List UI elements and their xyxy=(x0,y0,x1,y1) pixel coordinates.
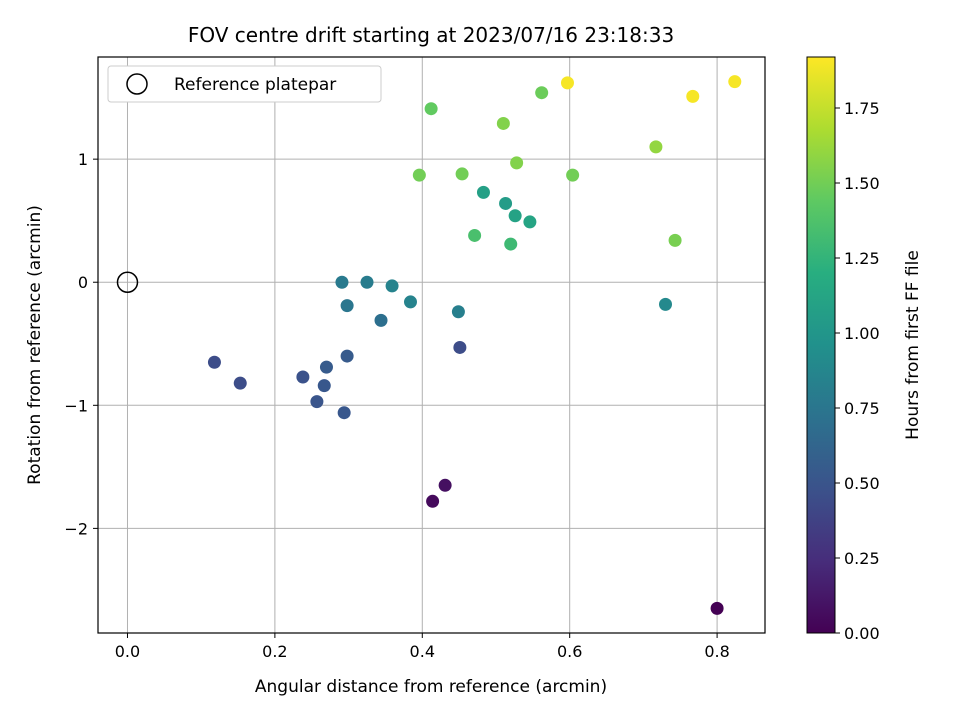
data-point xyxy=(403,295,417,309)
data-point xyxy=(496,116,510,130)
data-point xyxy=(476,185,490,199)
colorbar-tick-label: 0.25 xyxy=(844,549,880,568)
colorbar-tick-label: 1.50 xyxy=(844,174,880,193)
x-tick-label: 0.2 xyxy=(262,642,287,661)
data-point xyxy=(424,102,438,116)
y-tick-label: 0 xyxy=(78,273,88,292)
colorbar-ticks: 0.00 0.25 0.50 0.75 1.00 1.25 1.50 1.75 xyxy=(835,99,880,643)
data-point xyxy=(659,297,673,311)
legend-label-reference: Reference platepar xyxy=(174,75,336,95)
data-point xyxy=(310,395,324,409)
chart-title: FOV centre drift starting at 2023/07/16 … xyxy=(188,23,674,47)
x-tick-label: 0.0 xyxy=(115,642,140,661)
reference-marker xyxy=(116,271,139,293)
data-point xyxy=(340,299,354,313)
colorbar-tick-label: 0.50 xyxy=(844,474,880,493)
scatter-points xyxy=(116,75,742,615)
colorbar-label: Hours from first FF file xyxy=(903,250,923,440)
data-point xyxy=(499,196,513,210)
data-point xyxy=(317,379,331,393)
y-axis-label: Rotation from reference (arcmin) xyxy=(25,205,45,485)
colorbar-tick-label: 1.75 xyxy=(844,99,880,118)
data-point xyxy=(668,233,682,247)
colorbar: 0.00 0.25 0.50 0.75 1.00 1.25 1.50 1.75 Hours f… xyxy=(806,56,923,643)
data-point xyxy=(560,76,574,90)
data-point xyxy=(523,215,537,229)
data-point xyxy=(566,168,580,182)
data-point xyxy=(451,305,465,319)
data-point xyxy=(385,279,399,293)
y-tick-label: −1 xyxy=(64,396,88,415)
data-point xyxy=(453,340,467,354)
data-point xyxy=(455,167,469,181)
data-point xyxy=(374,313,388,327)
legend-box xyxy=(107,65,382,103)
data-point xyxy=(412,168,426,182)
colorbar-tick-label: 1.25 xyxy=(844,249,880,268)
legend: Reference platepar xyxy=(107,65,382,103)
data-point xyxy=(335,275,349,289)
x-axis: 0.0 0.2 0.4 0.6 0.8 xyxy=(115,633,730,661)
grid xyxy=(98,57,765,633)
plot-frame xyxy=(97,56,766,634)
y-axis: −2 −1 0 1 xyxy=(64,150,98,538)
y-tick-label: 1 xyxy=(78,150,88,169)
legend-marker-reference xyxy=(126,73,148,95)
data-point xyxy=(710,601,724,615)
x-tick-label: 0.6 xyxy=(557,642,582,661)
data-point xyxy=(360,275,374,289)
data-point xyxy=(438,478,452,492)
data-point xyxy=(535,86,549,100)
colorbar-tick-label: 1.00 xyxy=(844,324,880,343)
data-point xyxy=(686,89,700,103)
data-point xyxy=(426,494,440,508)
data-point xyxy=(319,360,333,374)
data-point xyxy=(468,228,482,242)
data-point xyxy=(340,349,354,363)
data-point xyxy=(510,156,524,170)
data-point xyxy=(649,140,663,154)
y-tick-label: −2 xyxy=(64,519,88,538)
data-point xyxy=(508,209,522,223)
data-point xyxy=(728,75,742,89)
data-point xyxy=(207,355,221,369)
data-point xyxy=(296,370,310,384)
colorbar-tick-label: 0.00 xyxy=(844,624,880,643)
data-point xyxy=(233,376,247,390)
x-tick-label: 0.4 xyxy=(410,642,435,661)
colorbar-tick-label: 0.75 xyxy=(844,399,880,418)
colorbar-gradient xyxy=(806,56,836,634)
x-axis-label: Angular distance from reference (arcmin) xyxy=(255,677,607,697)
data-point xyxy=(337,406,351,420)
data-point xyxy=(504,237,518,251)
x-tick-label: 0.8 xyxy=(704,642,729,661)
